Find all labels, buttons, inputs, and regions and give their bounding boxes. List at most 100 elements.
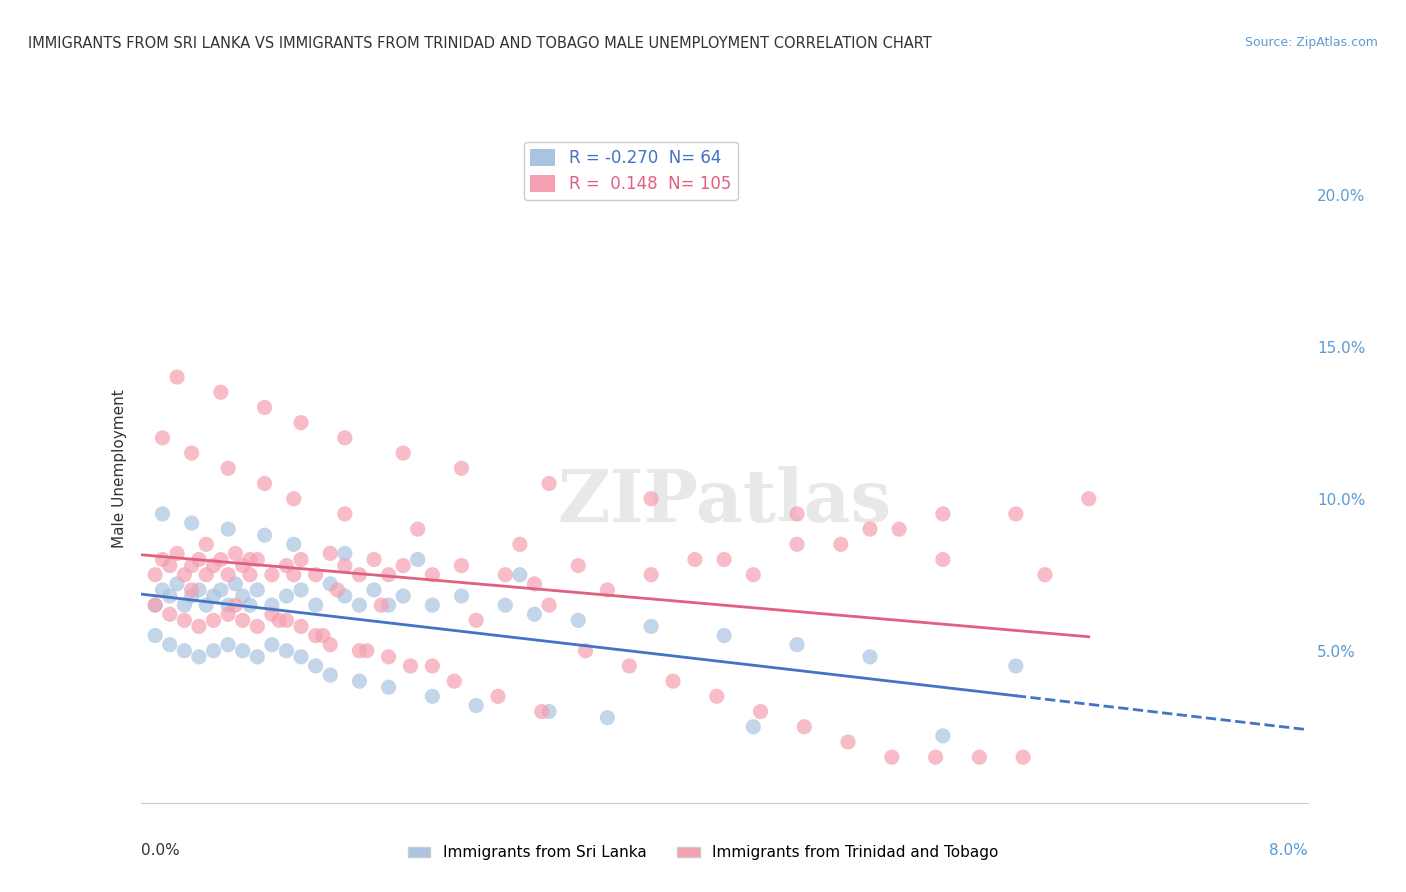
Point xyxy=(443,674,465,689)
Point xyxy=(377,649,399,664)
Point xyxy=(837,735,859,749)
Legend: R = -0.270  N= 64, R =  0.148  N= 105: R = -0.270 N= 64, R = 0.148 N= 105 xyxy=(523,142,738,200)
Point xyxy=(159,589,181,603)
Point xyxy=(305,567,328,582)
Point xyxy=(793,720,815,734)
Point xyxy=(260,598,283,612)
Point xyxy=(486,690,509,704)
Point xyxy=(159,638,181,652)
Point xyxy=(530,705,553,719)
Point xyxy=(290,649,312,664)
Point xyxy=(209,552,232,566)
Point xyxy=(188,582,211,597)
Point xyxy=(224,598,246,612)
Point xyxy=(217,461,239,475)
Point xyxy=(260,638,283,652)
Point xyxy=(450,589,472,603)
Point xyxy=(450,558,472,573)
Point xyxy=(924,750,946,764)
Legend: Immigrants from Sri Lanka, Immigrants from Trinidad and Tobago: Immigrants from Sri Lanka, Immigrants fr… xyxy=(401,839,1005,866)
Point xyxy=(283,537,305,551)
Y-axis label: Male Unemployment: Male Unemployment xyxy=(111,389,127,548)
Point xyxy=(567,558,589,573)
Point xyxy=(232,644,254,658)
Point xyxy=(143,628,166,642)
Point xyxy=(152,582,174,597)
Point xyxy=(742,720,765,734)
Point xyxy=(662,674,685,689)
Text: Source: ZipAtlas.com: Source: ZipAtlas.com xyxy=(1244,36,1378,49)
Point xyxy=(932,507,955,521)
Point xyxy=(246,552,269,566)
Point xyxy=(232,589,254,603)
Point xyxy=(269,613,291,627)
Point xyxy=(889,522,911,536)
Point xyxy=(143,567,166,582)
Point xyxy=(465,698,488,713)
Point xyxy=(224,577,246,591)
Point xyxy=(1033,567,1056,582)
Point xyxy=(217,522,239,536)
Point xyxy=(276,558,298,573)
Point xyxy=(537,598,560,612)
Point xyxy=(422,690,444,704)
Point xyxy=(742,567,765,582)
Point xyxy=(537,705,560,719)
Point xyxy=(166,577,188,591)
Point xyxy=(786,507,808,521)
Point xyxy=(377,680,399,694)
Point xyxy=(253,476,276,491)
Point xyxy=(152,552,174,566)
Point xyxy=(319,668,342,682)
Point xyxy=(422,659,444,673)
Point xyxy=(399,659,422,673)
Point xyxy=(494,598,516,612)
Point xyxy=(509,567,531,582)
Point xyxy=(180,516,202,530)
Point xyxy=(523,607,546,622)
Point xyxy=(333,589,356,603)
Point xyxy=(969,750,991,764)
Point xyxy=(260,567,283,582)
Point xyxy=(188,619,211,633)
Point xyxy=(253,528,276,542)
Point xyxy=(370,598,392,612)
Point xyxy=(239,552,262,566)
Point xyxy=(312,628,335,642)
Point xyxy=(377,598,399,612)
Point xyxy=(283,491,305,506)
Point xyxy=(209,385,232,400)
Point xyxy=(349,598,371,612)
Point xyxy=(224,546,246,560)
Point xyxy=(509,537,531,551)
Point xyxy=(173,613,195,627)
Point xyxy=(195,537,218,551)
Point xyxy=(202,613,225,627)
Point xyxy=(290,416,312,430)
Point xyxy=(363,582,385,597)
Point xyxy=(290,619,312,633)
Point xyxy=(333,558,356,573)
Point xyxy=(1005,507,1028,521)
Point xyxy=(143,598,166,612)
Point xyxy=(392,558,415,573)
Point xyxy=(537,476,560,491)
Point xyxy=(749,705,772,719)
Point xyxy=(713,552,735,566)
Point xyxy=(596,582,619,597)
Point xyxy=(1005,659,1028,673)
Point xyxy=(239,567,262,582)
Text: 0.0%: 0.0% xyxy=(141,843,180,858)
Point xyxy=(859,649,882,664)
Point xyxy=(523,577,546,591)
Point xyxy=(1012,750,1035,764)
Point xyxy=(830,537,852,551)
Point xyxy=(152,507,174,521)
Point xyxy=(180,558,202,573)
Point xyxy=(422,598,444,612)
Point xyxy=(494,567,516,582)
Point xyxy=(377,567,399,582)
Point xyxy=(276,589,298,603)
Point xyxy=(159,607,181,622)
Point xyxy=(290,552,312,566)
